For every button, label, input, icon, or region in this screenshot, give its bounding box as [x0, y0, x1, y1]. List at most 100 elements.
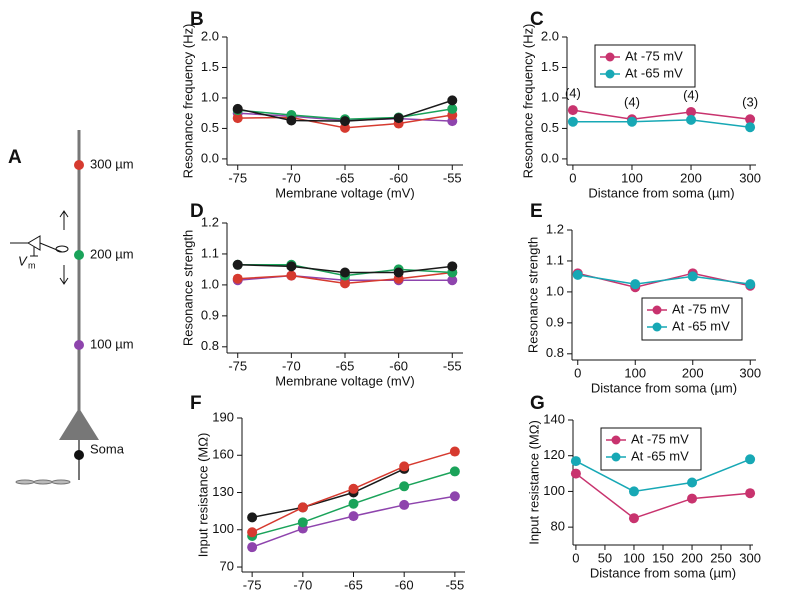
y-tick-label: 1.5: [541, 59, 559, 74]
y-tick-label: 1.2: [546, 221, 564, 236]
x-tick-label: -70: [282, 170, 301, 185]
x-tick-label: 100: [621, 170, 643, 185]
point: [570, 456, 581, 467]
y-tick-label: 1.0: [546, 283, 564, 298]
point: [232, 103, 243, 114]
point: [247, 542, 258, 553]
series-line: [572, 119, 751, 128]
y-tick-label: 0.9: [546, 314, 564, 329]
point: [393, 113, 404, 124]
y-tick-label: 100: [212, 521, 234, 536]
y-tick-label: 2.0: [541, 28, 559, 43]
legend-label: At -65 mV: [625, 65, 683, 80]
series-line: [251, 468, 405, 519]
point: [232, 259, 243, 270]
y-tick-label: 1.1: [546, 252, 564, 267]
y-tick-label: 1.0: [201, 89, 219, 104]
point: [399, 481, 410, 492]
point: [745, 279, 756, 290]
point: [449, 491, 460, 502]
legend-label: At -65 mV: [631, 448, 689, 463]
point: [340, 278, 350, 289]
x-tick-label: -75: [228, 170, 247, 185]
point: [449, 466, 460, 477]
point: [686, 114, 697, 125]
soma: [59, 408, 99, 440]
point-label: (3): [742, 95, 758, 110]
legend-label: At -75 mV: [672, 301, 730, 316]
point: [286, 261, 297, 272]
point: [686, 106, 697, 117]
x-axis-label: Distance from soma (µm): [591, 380, 737, 395]
y-tick-label: 1.0: [541, 89, 559, 104]
point: [297, 502, 308, 513]
point: [572, 269, 583, 280]
point: [247, 527, 258, 538]
x-tick-label: 250: [710, 550, 732, 565]
y-tick-label: 130: [212, 484, 234, 499]
point: [628, 513, 639, 524]
x-tick-label: 300: [739, 365, 761, 380]
point: [687, 493, 698, 504]
x-tick-label: 150: [652, 550, 674, 565]
point: [687, 271, 698, 282]
legend-label: At -75 mV: [631, 431, 689, 446]
series-line: [575, 458, 751, 493]
panel-label: A: [8, 147, 22, 168]
x-tick-label: 0: [572, 550, 579, 565]
y-axis-label: Input resistance (MΩ): [526, 420, 541, 545]
y-tick-label: 160: [212, 447, 234, 462]
point: [745, 454, 756, 465]
x-tick-label: -75: [243, 577, 262, 592]
point: [340, 267, 350, 278]
point: [570, 468, 581, 479]
legend-swatch: [652, 305, 662, 315]
x-tick-label: -75: [228, 358, 247, 373]
y-tick-label: 0.0: [201, 150, 219, 165]
legend-box: [641, 297, 743, 341]
x-tick-label: 0: [569, 170, 576, 185]
y-tick-label: 80: [551, 519, 565, 534]
legend-swatch: [605, 52, 615, 62]
y-tick-label: 1.5: [201, 59, 219, 74]
site-label: 100 µm: [90, 336, 134, 351]
series-line: [575, 472, 751, 520]
electrode: [10, 210, 69, 285]
point: [687, 477, 698, 488]
x-tick-label: 300: [739, 170, 761, 185]
y-tick-label: 2.0: [201, 28, 219, 43]
point: [348, 483, 359, 494]
legend-swatch: [611, 452, 621, 462]
vm-label: V: [18, 253, 28, 268]
x-tick-label: -65: [336, 170, 355, 185]
point-label: (4): [565, 86, 581, 101]
y-tick-label: 120: [543, 447, 565, 462]
chart: C 0.0 0.5 1.0 1.5 2.0 0 100 200 300 Distance from …: [520, 9, 761, 200]
x-tick-label: -65: [336, 358, 355, 373]
legend-swatch: [611, 435, 621, 445]
y-tick-label: 1.0: [201, 276, 219, 291]
panel-label: B: [190, 9, 204, 30]
site-label: 200 µm: [90, 246, 134, 261]
soma-label: Soma: [90, 441, 125, 456]
x-tick-label: -55: [443, 170, 462, 185]
x-tick-label: -55: [443, 358, 462, 373]
y-axis-label: Resonance frequency (Hz): [180, 24, 195, 179]
y-tick-label: 0.0: [541, 150, 559, 165]
x-tick-label: -60: [389, 170, 408, 185]
x-tick-label: 100: [623, 550, 645, 565]
x-tick-label: 200: [682, 365, 704, 380]
point: [745, 114, 756, 125]
site: [74, 250, 84, 260]
point: [340, 116, 350, 127]
x-axis-label: Distance from soma (µm): [590, 565, 736, 580]
point-label: (4): [624, 95, 640, 110]
point-label: (4): [683, 87, 699, 102]
y-axis-label: Resonance strength: [180, 230, 195, 346]
point: [399, 461, 410, 472]
point: [628, 486, 639, 497]
legend-swatch: [605, 69, 615, 79]
chart: B 0.0 0.5 1.0 1.5 2.0 -75 -70 -65 -60 -55 Membrane …: [180, 9, 463, 200]
